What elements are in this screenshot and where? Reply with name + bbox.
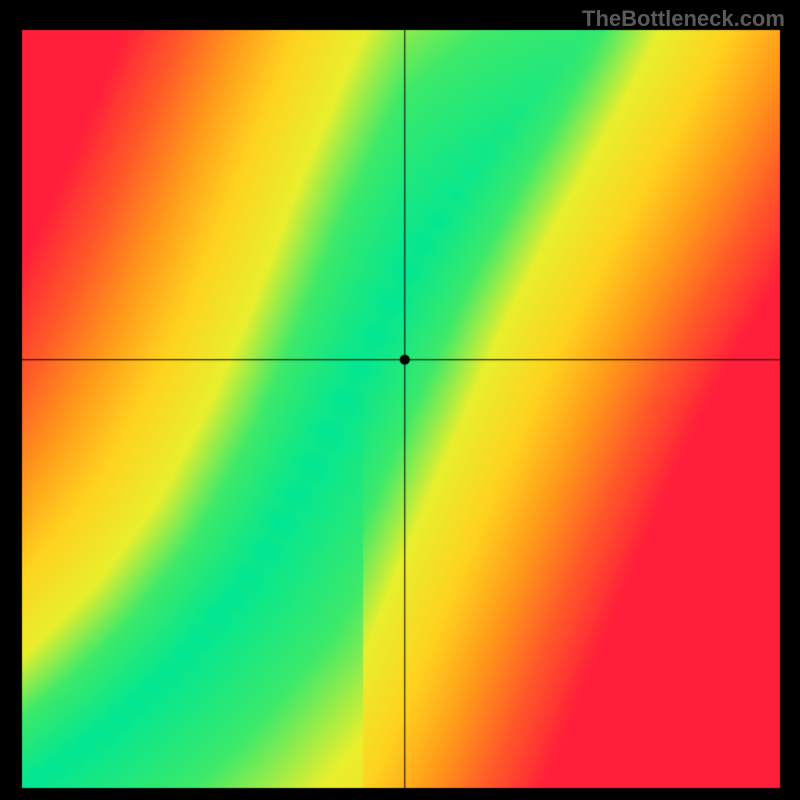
bottleneck-heatmap: [0, 0, 800, 800]
watermark-text: TheBottleneck.com: [582, 6, 785, 32]
